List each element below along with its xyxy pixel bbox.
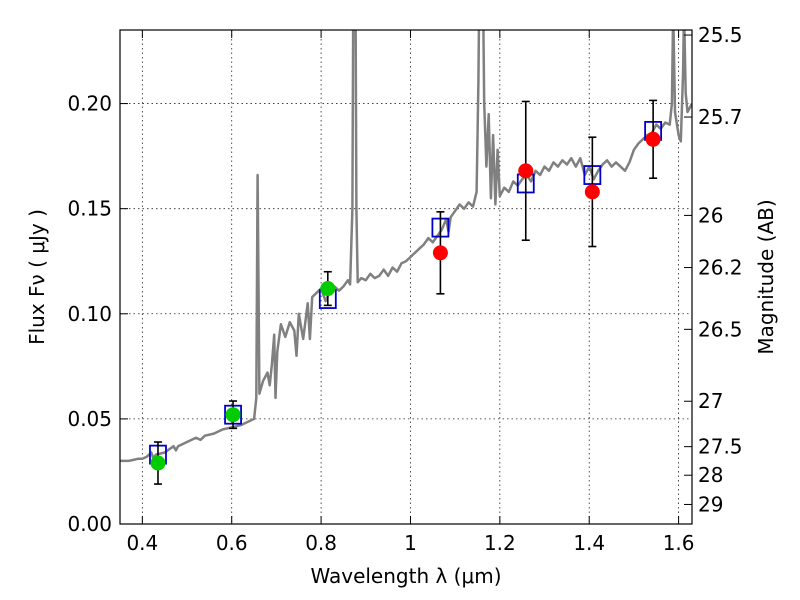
axis-ticks: 0.4 0.6 0.8 1 1.2 1.4 1.6 0.00 0.05 0.10 0.15 0.20 2… — [67, 23, 742, 555]
data-point — [518, 100, 534, 242]
data-point — [320, 270, 336, 307]
plot-area — [120, 30, 692, 485]
photometry-marker — [432, 245, 448, 261]
grid — [120, 30, 692, 525]
y-tick-label: 0.05 — [67, 407, 112, 431]
y-tick-label: 0.20 — [67, 92, 112, 116]
data-point — [150, 441, 166, 485]
photometry-marker — [320, 281, 336, 297]
y-tick-label: 0.15 — [67, 197, 112, 221]
photometry-marker — [518, 163, 534, 179]
spectrum-line — [120, 30, 692, 463]
right-tick-label: 25.5 — [698, 23, 743, 47]
x-tick-label: 1.4 — [573, 531, 605, 555]
photometry-marker — [584, 184, 600, 200]
right-tick-label: 25.7 — [698, 105, 743, 129]
right-tick-label: 29 — [698, 492, 723, 516]
x-tick-label: 0.4 — [126, 531, 158, 555]
photometry-marker — [225, 407, 241, 423]
photometry-marker — [645, 131, 661, 147]
data-point — [225, 400, 241, 430]
right-tick-label: 26.5 — [698, 317, 743, 341]
right-tick-label: 27.5 — [698, 435, 743, 459]
data-point — [584, 136, 600, 248]
x-tick-label: 0.6 — [216, 531, 248, 555]
data-point — [645, 99, 661, 179]
photometry-marker — [150, 455, 166, 471]
y-tick-label: 0.10 — [67, 302, 112, 326]
right-tick-label: 26 — [698, 203, 723, 227]
data-point — [432, 211, 448, 295]
x-tick-label: 1 — [404, 531, 417, 555]
y-tick-label: 0.00 — [67, 512, 112, 536]
y-axis-label: Flux Fν ( μJy ) — [25, 209, 49, 345]
x-tick-label: 1.2 — [484, 531, 516, 555]
right-tick-label: 27 — [698, 389, 723, 413]
right-tick-label: 26.2 — [698, 256, 743, 280]
x-tick-label: 0.8 — [305, 531, 337, 555]
axes-frame — [119, 29, 693, 525]
x-axis-label: Wavelength λ (μm) — [310, 564, 501, 588]
right-tick-label: 28 — [698, 463, 723, 487]
x-tick-label: 1.6 — [663, 531, 695, 555]
right-axis-label: Magnitude (AB) — [754, 199, 778, 354]
